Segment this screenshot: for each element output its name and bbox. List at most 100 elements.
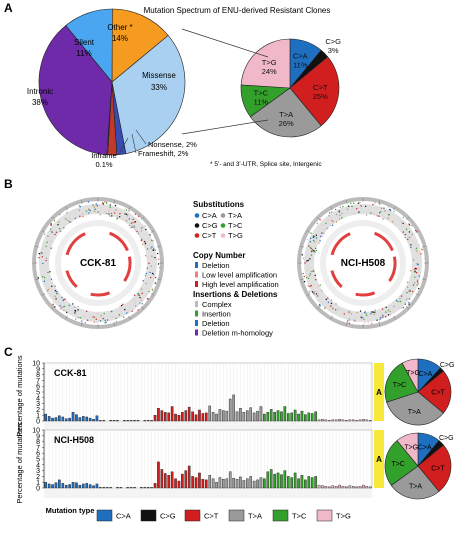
circos-nci-h508-mutation-dot	[330, 299, 333, 301]
circos-nci-h508-mutation-dot	[415, 247, 418, 250]
circos-cck81-mutation-dot	[141, 298, 143, 300]
circos-cck81-mutation-dot	[105, 202, 108, 204]
circos-nci-h508-mutation-dot	[335, 213, 338, 216]
circos-nci-h508-amplification-segment	[373, 231, 394, 252]
circos-nci-h508-mutation-dot	[413, 282, 416, 284]
circos-cck81-mutation-dot	[78, 209, 81, 212]
bar-nci-h508-ytick-label: 7	[36, 445, 40, 452]
bar-nci-h508-bar-t-g	[368, 486, 372, 489]
bar-cck81-bar-t-a	[239, 408, 242, 422]
circos-cck81-mutation-dot	[79, 317, 82, 319]
circos-nci-h508-amplification-segment	[355, 291, 376, 297]
main-pie-sep: ,	[173, 149, 177, 158]
legend-swatch-low-level-amplification	[195, 271, 198, 278]
circos-cck81-mutation-dot	[151, 255, 153, 257]
circos-nci-h508-mutation-dot	[338, 308, 340, 310]
bar-nci-h508-bar-c-t	[163, 473, 167, 489]
bar-cck81-ytick-label: 4	[36, 395, 40, 402]
legend-swatch-deletion-m-homology	[195, 329, 198, 336]
bar-nci-h508-bar-c-a	[71, 482, 75, 489]
bar-cck81-bar-t-g	[327, 420, 331, 422]
bar-nci-h508-bar-c-g	[150, 487, 153, 489]
legend-swatch-t-g	[316, 509, 333, 522]
circos-nci-h508-mutation-dot	[404, 236, 406, 239]
bar-nci-h508-bar-t-c	[300, 475, 304, 489]
bar-nci-h508-bar-c-a	[92, 485, 95, 489]
circos-nci-h508-mutation-dot	[414, 229, 417, 232]
circos-cck81-mutation-dot	[75, 318, 77, 320]
circos-nci-h508-mutation-dot	[373, 313, 375, 316]
circos-nci-h508-mutation-dot	[318, 305, 321, 307]
circos-nci-h508-mutation-dot	[302, 272, 304, 275]
circos-cck81-mutation-dot	[140, 288, 143, 290]
bar-nci-h508-bar-c-g	[109, 487, 112, 489]
circos-cck81-mutation-dot	[104, 319, 106, 322]
circos-nci-h508-mutation-dot	[404, 303, 407, 305]
circos-nci-h508-mutation-dot	[335, 303, 337, 305]
circos-nci-h508-mutation-dot	[371, 322, 373, 325]
bar-cck81-ytick-label: 0	[36, 419, 40, 426]
circos-nci-h508-mutation-dot	[382, 316, 384, 318]
circos-cck81-mutation-dot	[140, 239, 143, 241]
sub-pie-value-t-g: 24%	[262, 67, 277, 76]
circos-nci-h508-mutation-dot	[324, 307, 326, 310]
legend-swatch-deletion	[195, 262, 198, 268]
bar-nci-h508-bar-t-c	[273, 473, 276, 489]
circos-nci-h508-mutation-dot	[312, 236, 315, 238]
circos-cck81-mutation-dot	[152, 248, 155, 250]
circos-cck81-mutation-dot	[130, 226, 132, 229]
circos-cck81-mutation-dot	[52, 302, 54, 304]
circos-cck81-mutation-dot	[81, 213, 83, 216]
circos-cck81-mutation-dot	[54, 285, 56, 287]
circos-nci-h508-mutation-dot	[416, 250, 418, 252]
pie-nci-h508-label-c-t: C>T	[431, 465, 445, 472]
circos-cck81-mutation-dot	[157, 263, 160, 265]
bar-nci-h508-bar-t-c	[263, 478, 266, 489]
circos-cck81-mutation-dot	[40, 251, 43, 254]
circos-nci-h508-mutation-dot	[387, 309, 390, 311]
bar-cck81-bar-t-c	[286, 413, 290, 422]
legend-label-t-a: T>A	[248, 512, 262, 521]
bar-nci-h508-bar-t-a	[252, 480, 256, 489]
pie-cck81-label-t-g: T>G	[406, 370, 420, 377]
legend-label-c-t: C>T	[204, 512, 219, 521]
circos-cck81-mutation-dot	[61, 296, 63, 299]
main-pie-leader-nonsense	[135, 129, 147, 145]
circos-nci-h508-mutation-dot	[339, 206, 342, 209]
circos-cck81-mutation-dot	[105, 321, 107, 323]
bar-cck81-bar-t-g	[345, 420, 348, 422]
legend-label-t-a: T>A	[228, 211, 242, 220]
circos-nci-h508-chromosome-divider	[345, 321, 348, 326]
circos-nci-h508-mutation-dot	[416, 284, 419, 286]
circos-cck81-mutation-dot	[38, 257, 40, 259]
circos-cck81-mutation-dot	[134, 213, 137, 215]
bar-cck81-bar-c-a	[68, 417, 71, 422]
main-pie-value-other: 14%	[112, 34, 128, 43]
circos-cck81-mutation-dot	[58, 228, 61, 230]
circos-nci-h508-mutation-dot	[322, 224, 324, 227]
circos-cck81-mutation-dot	[41, 252, 44, 255]
circos-nci-h508-mutation-dot	[389, 314, 392, 316]
circos-nci-h508-mutation-dot	[312, 270, 314, 272]
circos-cck81-mutation-dot	[47, 288, 50, 291]
circos-nci-h508-mutation-dot	[313, 241, 316, 243]
circos-nci-h508-mutation-dot	[357, 202, 360, 204]
circos-cck81-mutation-dot	[151, 288, 154, 290]
circos-cck81-mutation-dot	[152, 273, 155, 275]
circos-nci-h508-mutation-dot	[329, 219, 332, 221]
circos-cck81-mutation-dot	[45, 259, 47, 262]
circos-cck81-mutation-dot	[156, 252, 159, 255]
pie-nci-h508-slice-c-t	[417, 444, 452, 492]
circos-cck81-mutation-dot	[115, 209, 117, 211]
circos-nci-h508-mutation-dot	[307, 269, 309, 271]
circos-nci-h508-mutation-dot	[373, 213, 375, 215]
circos-cck81-mutation-dot	[89, 209, 91, 212]
circos-nci-h508-mutation-dot	[334, 208, 337, 211]
circos-nci-h508-mutation-dot	[340, 217, 343, 219]
legend-label-complex: Complex	[202, 300, 232, 309]
main-pie-callout-frameshift: Frameshift, 2%	[138, 149, 189, 158]
circos-nci-h508-mutation-dot	[400, 295, 403, 297]
circos-nci-h508-mutation-dot	[317, 292, 320, 295]
circos-nci-h508-mutation-dot	[330, 302, 333, 304]
circos-cck81-mutation-dot	[77, 309, 79, 311]
